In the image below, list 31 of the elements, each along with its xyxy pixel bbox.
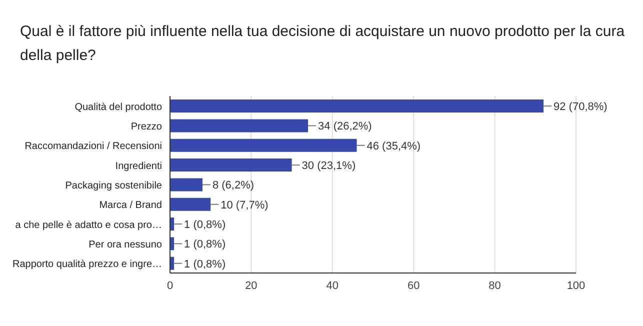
x-tick-label: 60: [407, 280, 420, 292]
x-tick-label: 20: [245, 280, 258, 292]
data-label: 92 (70,8%): [554, 101, 608, 114]
data-label: 46 (35,4%): [366, 140, 421, 152]
data-label: 34 (26,2%): [318, 120, 372, 133]
y-tick-label: Raccomandazioni / Recensioni: [24, 141, 162, 152]
y-tick-label: Prezzo: [130, 122, 162, 132]
y-tick-label: Rapporto qualità prezzo e ingre…: [12, 259, 162, 270]
y-tick-label: Marca / Brand: [99, 200, 162, 212]
y-tick-label: Ingredienti: [115, 160, 162, 172]
y-tick-label: Per ora nessuno: [88, 240, 162, 250]
x-tick-label: 100: [566, 280, 586, 292]
data-label: 1 (0,8%): [184, 238, 226, 251]
y-tick-label: Packaging sostenibile: [65, 180, 162, 192]
bar: [170, 119, 308, 132]
x-tick-label: 80: [488, 280, 501, 292]
bar: [170, 178, 202, 192]
y-tick-label: a che pelle è adatto e cosa pro…: [15, 220, 162, 231]
data-label: 1 (0,8%): [184, 258, 226, 270]
bar: [170, 198, 211, 211]
data-label: 8 (6,2%): [212, 180, 254, 192]
data-label: 10 (7,7%): [220, 199, 268, 212]
data-label: 1 (0,8%): [184, 219, 226, 232]
bar: [170, 158, 292, 172]
chart-title: Qual è il fattore più influente nella tua decisione di acquistare un nuovo prodotto per la cura della pelle?: [19, 22, 626, 66]
x-tick-label: 0: [166, 280, 174, 292]
bar: [170, 138, 357, 152]
y-tick-label: Qualità del prodotto: [74, 102, 162, 113]
data-label: 30 (23,1%): [302, 160, 356, 172]
x-tick-label: 40: [326, 280, 339, 292]
bar: [170, 100, 544, 113]
